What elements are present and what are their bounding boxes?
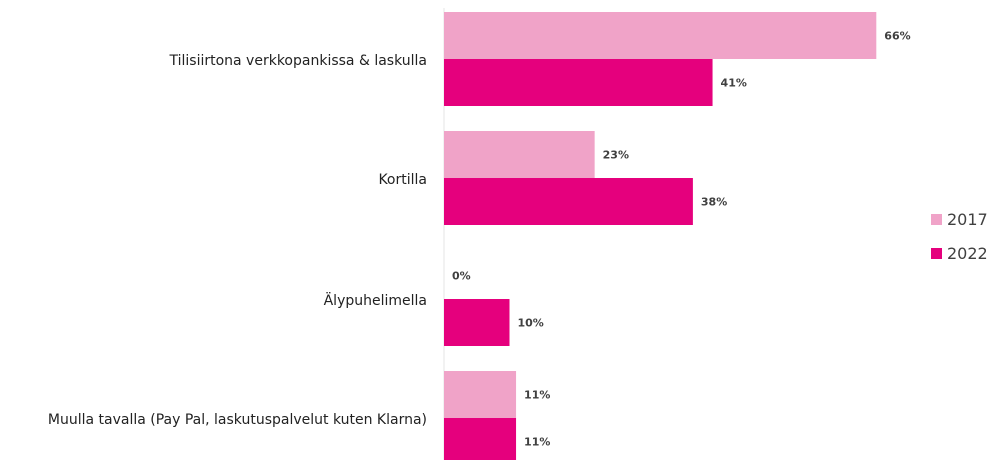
data-label: 41% [721,77,747,90]
bar-2022 [444,418,517,460]
category-label: Kortilla [378,172,427,188]
category-label: Muulla tavalla (Pay Pal, laskutuspalvelu… [48,412,427,428]
legend-label: 2017 [947,210,988,229]
data-label: 66% [884,30,910,43]
bar-2022 [444,178,693,225]
data-label: 11% [524,436,550,449]
category-label: Älypuhelimella [324,291,427,309]
legend-swatch-2022 [931,248,942,259]
data-label: 11% [524,389,550,402]
bar-2022 [444,59,713,106]
data-label: 23% [603,149,629,162]
bar-2017 [444,371,517,418]
data-label: 10% [518,317,544,330]
legend: 2017 2022 [931,210,988,263]
data-label: 38% [701,196,727,209]
bar-2022 [444,299,510,346]
legend-swatch-2017 [931,214,942,225]
bar-2017 [444,131,595,178]
data-label: 0% [452,270,471,283]
category-label: Tilisiirtona verkkopankissa & laskulla [168,53,427,69]
legend-label: 2022 [947,244,988,263]
bar-2017 [444,12,877,59]
